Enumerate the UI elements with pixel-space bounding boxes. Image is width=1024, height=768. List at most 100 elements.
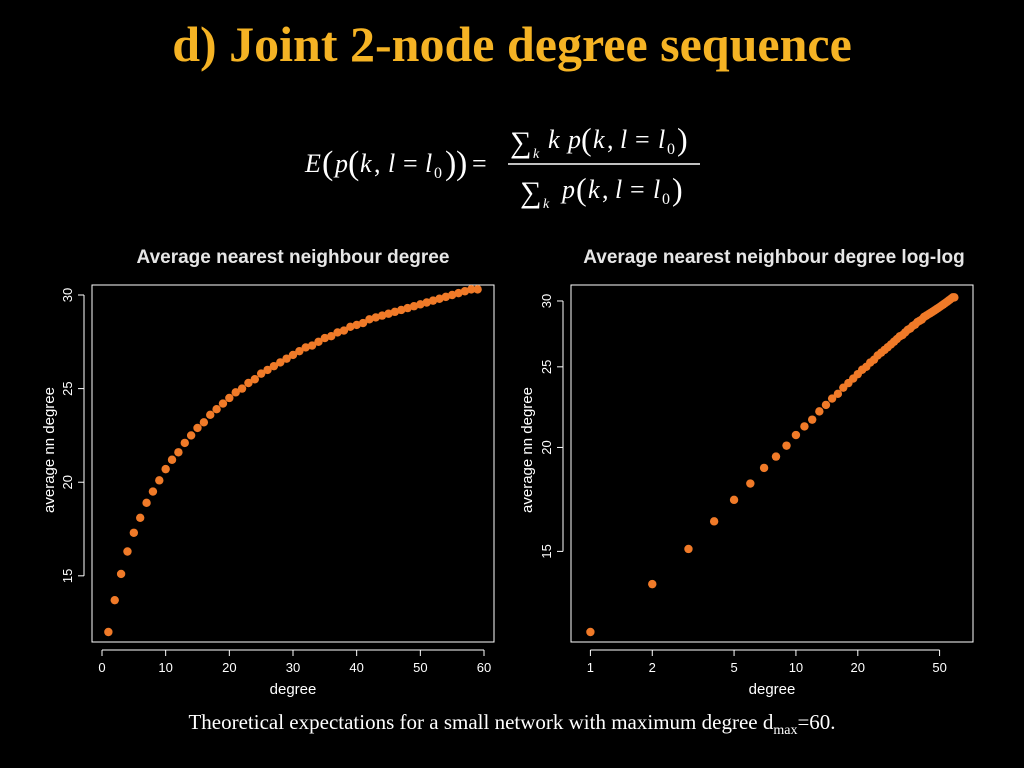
svg-text:k: k <box>588 175 600 204</box>
data-point <box>815 407 824 416</box>
data-point <box>467 285 476 294</box>
data-point <box>428 296 438 305</box>
y-tick-label: 15 <box>60 569 75 583</box>
num-l: l <box>620 125 627 154</box>
data-point <box>384 309 393 318</box>
y-tick-label: 30 <box>539 294 554 308</box>
formula-l: l <box>388 149 395 178</box>
data-point <box>167 455 177 464</box>
caption: Theoretical expectations for a small net… <box>0 710 1024 739</box>
data-point <box>808 415 817 424</box>
data-point <box>684 544 693 554</box>
svg-text:(: ( <box>322 145 333 182</box>
data-point <box>237 384 247 393</box>
x-tick-label: 40 <box>349 660 363 675</box>
data-point <box>339 326 349 335</box>
data-point <box>256 369 266 378</box>
x-axis-label: degree <box>749 681 796 698</box>
sum-index: k <box>533 147 540 162</box>
x-axis-label: degree <box>270 681 317 698</box>
data-point <box>301 343 310 352</box>
data-point <box>307 341 317 350</box>
formula-l0: l <box>425 149 432 178</box>
x-tick-label: 5 <box>730 660 737 675</box>
data-point <box>320 333 330 343</box>
svg-text:l: l <box>653 175 660 204</box>
data-point <box>435 294 444 303</box>
data-point <box>950 293 959 302</box>
data-point <box>116 569 126 579</box>
data-point <box>282 354 291 363</box>
num-k: k <box>548 125 560 154</box>
x-tick-label: 60 <box>477 660 491 675</box>
data-point <box>161 464 170 474</box>
data-point <box>358 318 368 328</box>
data-point <box>288 350 298 360</box>
data-point <box>148 487 158 496</box>
data-point <box>447 290 457 300</box>
y-tick-label: 20 <box>60 475 75 489</box>
data-point <box>276 358 285 367</box>
data-point <box>782 441 791 450</box>
data-point <box>390 307 400 317</box>
data-point <box>218 399 228 408</box>
svg-text:=: = <box>635 125 650 154</box>
svg-text:(: ( <box>581 121 592 157</box>
data-point <box>346 322 355 332</box>
den-sum-symbol: ∑ <box>520 176 541 209</box>
data-point <box>212 405 221 414</box>
formula-eq-main: = <box>472 149 487 178</box>
formula-zero: 0 <box>434 165 442 182</box>
data-point <box>422 298 431 307</box>
num-p: p <box>566 125 581 154</box>
marks-layer: 0 10 20 30 40 50 60 15 20 25 30 <box>60 285 491 675</box>
svg-text:k: k <box>543 197 550 212</box>
formula-k: k <box>360 149 372 178</box>
data-point <box>416 300 425 309</box>
data-point <box>729 495 739 505</box>
chart-title: Average nearest neighbour degree log-log <box>583 247 964 268</box>
data-point <box>441 292 450 302</box>
svg-text:,: , <box>602 175 609 204</box>
x-tick-label: 0 <box>98 660 105 675</box>
formula-p: p <box>333 149 348 178</box>
data-point <box>142 498 151 508</box>
data-point <box>648 579 657 589</box>
data-point <box>409 302 419 311</box>
svg-text:0: 0 <box>662 191 670 208</box>
data-point <box>123 547 132 556</box>
svg-text:l: l <box>615 175 622 204</box>
caption-text: Theoretical expectations for a small net… <box>188 710 774 734</box>
den-p: p <box>560 175 575 204</box>
data-point <box>110 595 119 605</box>
data-point <box>377 311 387 320</box>
data-point <box>397 305 406 315</box>
data-point <box>352 320 361 330</box>
x-tick-label: 50 <box>932 660 946 675</box>
data-point <box>821 400 831 410</box>
x-tick-label: 10 <box>158 660 172 675</box>
sum-symbol: ∑ <box>510 126 531 159</box>
data-point <box>206 410 215 420</box>
svg-text:): ) <box>672 171 683 207</box>
svg-text:0: 0 <box>667 141 675 158</box>
y-tick-label: 25 <box>539 360 554 374</box>
data-point <box>186 431 196 440</box>
data-point <box>371 313 380 322</box>
data-point <box>827 394 837 403</box>
y-axis-label: average nn degree <box>519 387 536 513</box>
slide-title: d) Joint 2-node degree sequence <box>172 16 852 72</box>
data-point <box>800 422 809 431</box>
svg-text:): ) <box>456 145 467 182</box>
data-point <box>250 375 259 384</box>
y-tick-label: 15 <box>539 544 554 558</box>
data-point <box>193 423 202 433</box>
svg-text:(: ( <box>576 171 587 207</box>
plot-frame <box>570 284 974 643</box>
formula: E ( p ( k , l = l 0 ) ) = ∑ k k p ( k , … <box>304 121 700 212</box>
data-point <box>269 361 279 371</box>
svg-text:=: = <box>630 175 645 204</box>
x-tick-label: 20 <box>851 660 865 675</box>
svg-text:): ) <box>677 121 688 157</box>
